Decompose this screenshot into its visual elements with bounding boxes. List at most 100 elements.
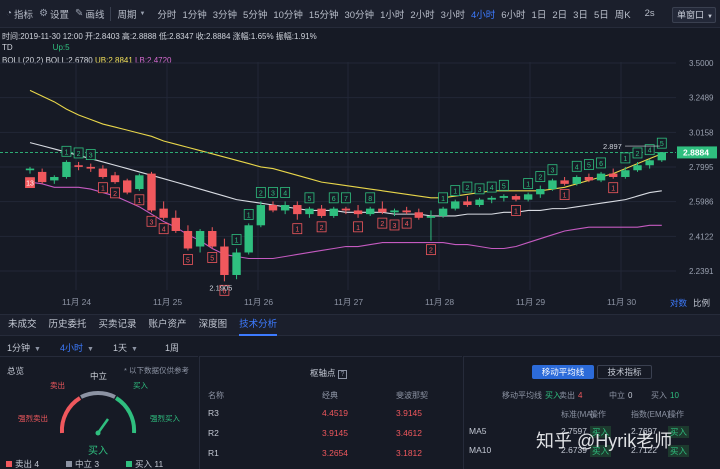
interval-tab[interactable]: 3小时 xyxy=(440,9,465,21)
tab-bottom[interactable]: 历史委托 xyxy=(48,319,87,330)
ma-summary-item: 中立 0 xyxy=(609,390,632,401)
interval-tab[interactable]: 15分钟 xyxy=(308,9,339,21)
td-count-label: 4 xyxy=(648,148,652,155)
td-count-marker xyxy=(255,187,266,198)
interval-tab[interactable]: 5日 xyxy=(593,9,609,21)
td-count-marker xyxy=(474,183,485,195)
summary-panel: 总览 * 以下数据仅供参考 中立 卖出 买入 强烈卖出 强烈买入 买入 卖出 4… xyxy=(0,356,198,469)
candle-body xyxy=(438,208,448,216)
draw-button[interactable]: ✎ 画线 xyxy=(75,8,105,21)
help-icon[interactable]: ? xyxy=(337,370,347,379)
ma-summary-value: 买入 xyxy=(545,391,561,400)
ohlc-info: 时间:2019-11-30 12:00 开:2.8403 高:2.8888 低:… xyxy=(2,32,317,41)
td-count-label: 3 xyxy=(89,153,93,160)
interval-tab[interactable]: 4小时 xyxy=(470,9,496,21)
week-select[interactable]: 1周 xyxy=(165,343,180,353)
candle-body xyxy=(426,215,436,218)
candle-body xyxy=(25,168,35,171)
td-count-label: 1 xyxy=(235,237,239,244)
bottom-tabs: 未成交 历史委托 买卖记录 账户资产 深度图 技术分析 xyxy=(0,314,720,336)
td-count-label: 3 xyxy=(478,187,482,194)
period-select[interactable]: 1分钟 ▼ xyxy=(7,343,41,353)
candle-body xyxy=(609,173,618,177)
ma-summary-key: 卖出 xyxy=(559,391,575,400)
interval-tab[interactable]: 2小时 xyxy=(410,9,435,21)
td-count-marker xyxy=(365,192,376,204)
refresh-rate[interactable]: 2s xyxy=(644,8,655,19)
candle-body xyxy=(548,180,557,190)
indicator-icon: ◔ xyxy=(6,8,13,19)
axis-toggle-ratio[interactable]: 比例 xyxy=(693,298,711,308)
td-count-marker xyxy=(231,234,242,245)
interval-tab[interactable]: 1分钟 xyxy=(182,9,207,21)
ma-cell: 2.7122 xyxy=(631,445,657,455)
td-count-label: 6 xyxy=(332,196,336,203)
td-count-marker xyxy=(620,152,631,164)
ma-cell: MA5 xyxy=(469,426,487,436)
pivot-cell: 3.9145 xyxy=(396,408,422,418)
candle-body xyxy=(159,208,168,218)
candle-body xyxy=(657,152,666,161)
td-count-marker xyxy=(547,164,558,176)
candle-body xyxy=(475,199,484,206)
ma-summary-item: 移动平均线 买入 xyxy=(502,390,561,401)
candle-body xyxy=(110,175,120,183)
interval-tab[interactable]: 3日 xyxy=(573,9,588,21)
tab-bottom[interactable]: 深度图 xyxy=(198,319,228,330)
toolbar-divider xyxy=(110,6,112,21)
td-count-marker xyxy=(656,137,667,149)
interval-tab[interactable]: 30分钟 xyxy=(344,9,375,21)
interval-tab[interactable]: 分时 xyxy=(157,9,177,21)
td-count-marker xyxy=(158,223,169,235)
interval-tab[interactable]: 6小时 xyxy=(501,9,526,21)
interval-tab[interactable]: 1日 xyxy=(531,9,547,21)
td-count-marker xyxy=(377,217,388,229)
interval-tab[interactable]: 1小时 xyxy=(380,9,405,21)
candle-body xyxy=(147,173,156,211)
td-count-label: 1 xyxy=(526,182,530,189)
window-mode-select[interactable]: 单窗口 ▼ xyxy=(672,7,716,23)
td-count-marker xyxy=(644,144,655,156)
tab-bottom[interactable]: 未成交 xyxy=(8,319,37,330)
td-count-label: 2 xyxy=(77,151,81,158)
interval-tab[interactable]: 3分钟 xyxy=(212,9,238,21)
indicator-button[interactable]: ◔ 指标 xyxy=(6,8,34,21)
interval-tab[interactable]: 周K xyxy=(614,9,631,21)
watermark: 知乎 @Hyrik老师 xyxy=(536,431,673,451)
candle-body xyxy=(123,180,132,193)
price-tick-label: 2.2391 xyxy=(689,267,714,276)
td-count-label: 5 xyxy=(307,196,311,203)
td-count-marker xyxy=(328,192,339,204)
tab-technical-indicator[interactable]: 技术指标 xyxy=(597,365,652,379)
candle-body xyxy=(463,201,472,206)
time-tick-label: 11月 28 xyxy=(425,297,455,307)
candle-body xyxy=(560,180,569,184)
ma-summary-item: 卖出 4 xyxy=(559,390,582,401)
candlestick-chart[interactable]: 3.5000 3.2489 3.0158 2.7995 2.5986 2.4122 2.23… xyxy=(0,28,720,311)
tab-bottom[interactable]: 买卖记录 xyxy=(98,319,137,330)
td-count-label: 4 xyxy=(405,221,409,228)
td-count-marker xyxy=(25,177,35,189)
candle-body xyxy=(329,208,338,216)
td-count-marker xyxy=(511,205,521,216)
settings-button[interactable]: ⚙ 设置 xyxy=(39,8,70,21)
chevron-down-icon: ▼ xyxy=(131,346,138,353)
td-count-marker xyxy=(523,178,534,189)
axis-toggle-log[interactable]: 对数 xyxy=(670,298,688,308)
sentiment-count: 卖出 4 xyxy=(6,458,39,469)
candle-body xyxy=(183,230,193,249)
candle-body xyxy=(378,208,387,213)
interval-tab[interactable]: 10分钟 xyxy=(273,9,303,21)
candle-body xyxy=(293,205,302,215)
tab-bottom[interactable]: 技术分析 xyxy=(239,314,278,336)
tab-bottom[interactable]: 账户资产 xyxy=(148,319,187,330)
td-indicator-info: TD Up:5 xyxy=(2,43,70,52)
interval-select[interactable]: 4小时 ▼ xyxy=(60,343,94,353)
ma-action-badge: 买入 xyxy=(590,445,612,457)
interval-tab[interactable]: 2日 xyxy=(552,9,568,21)
td-count-label: 2 xyxy=(380,221,384,228)
tab-moving-average[interactable]: 移动平均线 xyxy=(532,365,594,379)
interval-tab[interactable]: 5分钟 xyxy=(243,9,268,21)
candle-body xyxy=(366,208,375,215)
day-select[interactable]: 1天 ▼ xyxy=(113,343,138,353)
